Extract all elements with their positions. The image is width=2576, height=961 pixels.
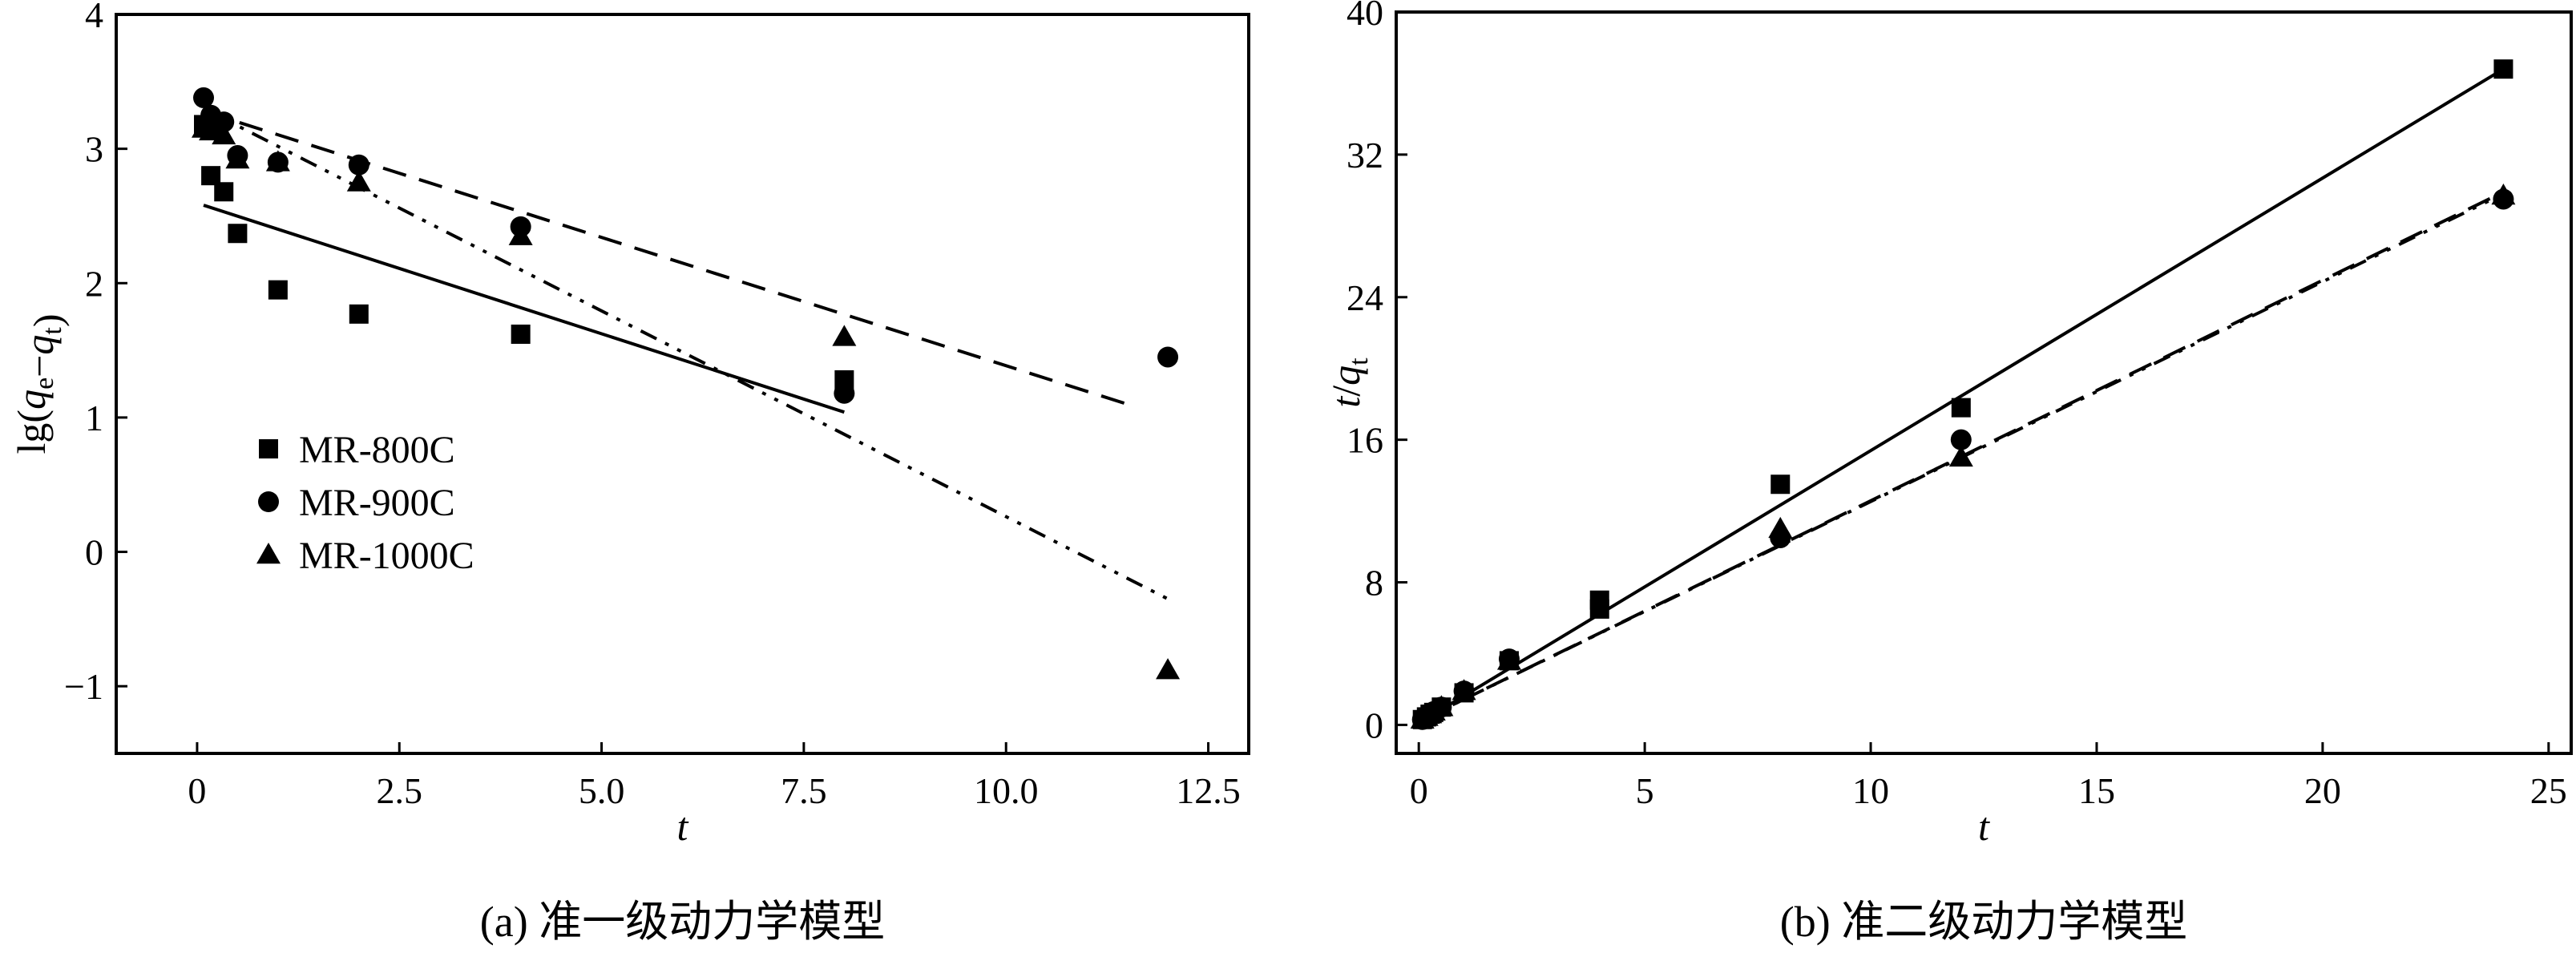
legend-marker-mr-800c <box>259 439 278 458</box>
data-point-mr-1000c <box>508 224 533 245</box>
x-tick-label: 5 <box>1636 770 1654 811</box>
fit-line-mr-900c <box>203 109 1137 409</box>
data-point-mr-800c <box>201 166 221 186</box>
x-tick-label: 25 <box>2530 770 2567 811</box>
data-point-mr-900c <box>348 154 369 176</box>
y-tick-label: 32 <box>1347 135 1383 176</box>
y-tick-label: 24 <box>1347 277 1383 318</box>
data-point-mr-1000c <box>1156 658 1181 680</box>
plot-area-frame <box>1395 10 2573 755</box>
panel-b: 0 5 10 15 20 25 0 8 16 24 32 40 t t/qt (b) 准二级动力学模型 <box>1323 0 2573 946</box>
data-point-mr-1000c <box>225 147 250 169</box>
legend-entry-label: MR-1000C <box>299 535 474 577</box>
y-tick-label: 1 <box>85 398 103 438</box>
data-point-mr-800c <box>2493 59 2513 79</box>
data-point-mr-1000c <box>1429 695 1454 717</box>
x-tick-label: 12.5 <box>1176 770 1241 811</box>
x-tick-label: 0 <box>188 770 206 811</box>
data-point-mr-900c <box>193 87 215 108</box>
panel-a: 0 2.5 5.0 7.5 10.0 12.5 −1 0 1 2 3 4 t lg(qe−qt) MR-80… <box>9 0 1250 946</box>
y-tick-label: 2 <box>85 263 103 304</box>
data-point-mr-800c <box>511 324 531 344</box>
data-point-mr-800c <box>268 280 288 300</box>
legend-marker-mr-900c <box>258 491 279 512</box>
data-point-mr-1000c <box>1768 516 1793 539</box>
y-tick-label: 3 <box>85 129 103 170</box>
fit-line-mr-800c <box>203 204 845 414</box>
data-point-mr-1000c <box>832 325 857 346</box>
data-point-mr-800c <box>1770 474 1791 495</box>
y-tick-label: 8 <box>1365 563 1383 604</box>
data-point-mr-1000c <box>1948 445 1973 467</box>
y-tick-label: 0 <box>1365 705 1383 745</box>
data-point-mr-800c <box>228 224 248 244</box>
data-point-mr-1000c <box>346 170 371 192</box>
data-point-mr-1000c <box>212 123 236 145</box>
fit-line-mr-800c <box>1418 67 2505 725</box>
x-axis-label: t <box>1978 804 1990 849</box>
x-tick-label: 5.0 <box>579 770 625 811</box>
data-point-mr-900c <box>1950 429 1972 450</box>
x-tick-label: 7.5 <box>781 770 827 811</box>
x-axis-label: t <box>677 804 689 849</box>
data-point-mr-800c <box>214 182 234 202</box>
y-tick-label: 4 <box>85 0 103 35</box>
data-point-mr-800c <box>1951 398 1971 418</box>
legend-entry-label: MR-900C <box>299 482 455 524</box>
legend: MR-800C MR-900C MR-1000C <box>256 429 474 577</box>
data-point-mr-1000c <box>2491 184 2516 205</box>
panel-caption: (b) 准二级动力学模型 <box>1780 898 2187 946</box>
x-tick-label: 20 <box>2304 770 2341 811</box>
fit-line-mr-1000c <box>203 107 1169 601</box>
data-point-mr-1000c <box>1452 679 1476 701</box>
data-point-mr-900c <box>1157 346 1179 368</box>
y-tick-label: 0 <box>85 532 103 573</box>
data-point-mr-900c <box>834 382 855 404</box>
legend-entry-label: MR-800C <box>299 429 455 471</box>
x-tick-label: 10.0 <box>974 770 1039 811</box>
data-point-mr-800c <box>349 304 369 324</box>
x-tick-label: 15 <box>2078 770 2115 811</box>
y-tick-label: 40 <box>1347 0 1383 33</box>
data-point-mr-1000c <box>265 150 290 172</box>
panel-caption: (a) 准一级动力学模型 <box>480 898 885 946</box>
y-axis-label: t/qt <box>1323 357 1374 408</box>
data-point-mr-800c <box>1589 590 1609 610</box>
x-tick-label: 10 <box>1852 770 1889 811</box>
x-tick-label: 0 <box>1410 770 1428 811</box>
y-tick-label: −1 <box>64 666 103 707</box>
data-point-mr-1000c <box>1496 648 1521 670</box>
x-tick-label: 2.5 <box>377 770 423 811</box>
legend-marker-mr-1000c <box>256 543 281 564</box>
y-axis-label: lg(qe−qt) <box>9 314 70 454</box>
plot-area-frame <box>115 13 1250 755</box>
y-tick-label: 16 <box>1347 420 1383 461</box>
